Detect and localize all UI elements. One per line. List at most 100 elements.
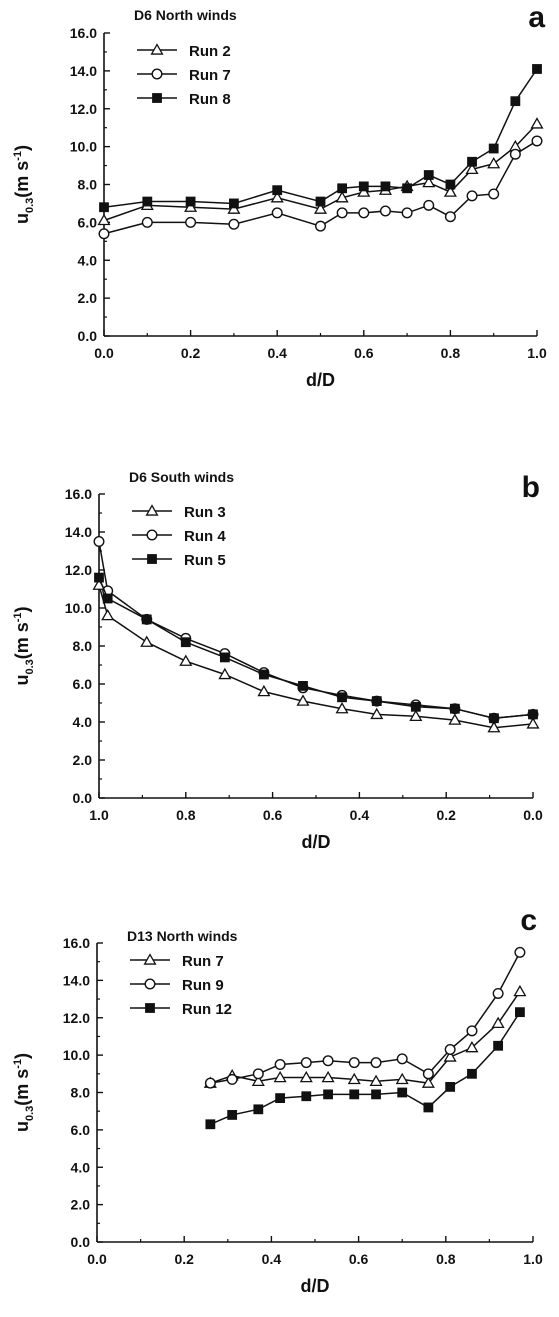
panel-b-legend-label: Run 5 — [184, 552, 226, 569]
panel-c-y-tick-label: 0.0 — [71, 1234, 91, 1250]
panel-a-data-point — [185, 196, 196, 207]
panel-a-x-tick-label: 0.0 — [94, 345, 114, 361]
panel-c-data-point — [349, 1089, 360, 1100]
panel-b-data-point — [296, 694, 310, 706]
panel-c-data-point — [321, 1070, 335, 1083]
panel-c-data-point — [204, 1077, 216, 1089]
panel-c-data-point — [370, 1057, 382, 1069]
panel-b-data-point — [179, 654, 193, 666]
panel-b-y-tick-label: 6.0 — [73, 676, 93, 692]
panel-b-y-tick-label: 8.0 — [73, 638, 93, 654]
panel-c-x-tick-label: 0.2 — [174, 1251, 194, 1267]
panel-b-data-point — [371, 696, 382, 707]
panel-b-data-point — [370, 707, 384, 720]
panel-a-data-point — [98, 228, 110, 240]
panel-c-data-point — [347, 1072, 361, 1085]
panel-c-data-point — [515, 1007, 525, 1018]
panel-a-data-point — [227, 202, 241, 214]
panel-b-x-tick-label: 0.6 — [263, 807, 283, 823]
panel-b-title: D6 South winds — [129, 469, 234, 485]
panel-b-y-axis-label: u0.3(m s-1) — [12, 606, 36, 685]
panel-b-y-tick-label: 10.0 — [65, 600, 92, 616]
panel-b-data-point — [449, 703, 460, 714]
panel-b-x-tick-label: 1.0 — [89, 807, 109, 823]
panel-b-x-tick-label: 0.0 — [523, 807, 543, 823]
panel-a-data-point — [358, 181, 369, 192]
panel-a-data-point — [270, 191, 284, 203]
panel-c-y-label-close: ) — [12, 1053, 32, 1059]
panel-b-y-tick-label: 12.0 — [65, 562, 92, 578]
panel-c-data-point — [492, 987, 504, 999]
panel-a-y-label-main: u — [12, 213, 32, 224]
panel-a-legend-label: Run 8 — [189, 91, 231, 108]
panel-a-y-tick-label: 10.0 — [70, 139, 97, 155]
panel-a-data-point — [531, 135, 543, 147]
panel-b-legend-marker — [147, 554, 157, 564]
panel-a-data-point — [380, 181, 391, 192]
panel-c-data-point — [273, 1070, 287, 1083]
panel-a-legend-label: Run 7 — [189, 67, 231, 84]
panel-a-x-tick-label: 0.2 — [181, 345, 201, 361]
panel-c-data-point — [205, 1119, 216, 1130]
panel-b-data-point — [337, 692, 347, 703]
panel-b-data-point — [526, 717, 540, 729]
panel-a-y-axis-label: u0.3(m s-1) — [12, 145, 36, 224]
panel-b-x-tick-label: 0.4 — [350, 807, 370, 823]
panel-b-data-point — [102, 593, 113, 604]
panel-b-legend-label: Run 4 — [184, 528, 226, 545]
panel-a-data-point — [509, 148, 521, 160]
panel-b-data-point — [219, 652, 230, 663]
panel-a-data-point — [379, 205, 391, 217]
panel-b-data-point — [140, 635, 154, 647]
panel-a-data-point — [510, 96, 521, 107]
panel-c-data-point — [421, 1076, 435, 1088]
panel-c-data-point — [300, 1057, 312, 1069]
panel-c-x-axis-label: d/D — [301, 1276, 330, 1296]
panel-c-series-2: Run 9 — [130, 946, 526, 1089]
panel-b-legend-label: Run 3 — [184, 504, 226, 521]
panel-a-y-tick-label: 6.0 — [78, 214, 98, 230]
panel-b-y-label-units: (m s — [12, 622, 32, 659]
panel-a-data-point — [99, 202, 109, 213]
panel-c-data-point — [371, 1089, 381, 1100]
panel-c-legend-marker — [144, 978, 156, 990]
panel-a-x-tick-label: 0.6 — [354, 345, 374, 361]
panel-c-data-point — [444, 1044, 456, 1056]
panel-a-data-point — [272, 185, 283, 196]
panel-b-data-point — [93, 536, 105, 548]
panel-b-y-label-exp: -1 — [12, 612, 24, 622]
panel-a-data-point — [530, 117, 544, 129]
panel-c-data-point — [274, 1058, 286, 1070]
panel-a-y-tick-label: 4.0 — [78, 252, 98, 268]
panel-c-data-point — [323, 1089, 333, 1100]
panel-b-data-point — [448, 713, 462, 725]
panel-a-y-tick-label: 14.0 — [70, 63, 97, 79]
panel-b-y-label-close: ) — [12, 606, 32, 612]
panel-a-data-point — [467, 156, 477, 167]
panel-a-x-tick-label: 1.0 — [527, 345, 547, 361]
panel-a-data-point — [184, 200, 198, 212]
panel-a-data-point — [141, 216, 153, 228]
panel-b-data-point — [180, 637, 191, 648]
panel-a-y-label-close: ) — [12, 145, 32, 151]
panel-a-data-point — [336, 207, 348, 219]
panel-b-data-point — [218, 667, 232, 680]
panel-a-data-point — [313, 202, 328, 214]
panel-c-y-tick-label: 8.0 — [71, 1085, 91, 1101]
panel-c-x-tick-label: 0.4 — [262, 1251, 282, 1267]
panel-c-legend-label: Run 9 — [182, 977, 224, 994]
panel-b-legend-marker — [146, 529, 158, 541]
panel-a-x-axis-label: d/D — [306, 370, 335, 390]
panel-b-data-point — [487, 720, 501, 733]
panel-b-data-point — [335, 701, 349, 714]
panel-a-data-point — [271, 207, 283, 219]
panel-c-data-point — [395, 1072, 409, 1085]
panel-c-data-point — [445, 1081, 456, 1092]
panel-c-data-point — [423, 1102, 434, 1113]
panel-a-letter: a — [528, 1, 545, 34]
panel-a-data-point — [402, 183, 413, 194]
panel-a-data-point — [142, 196, 153, 207]
panel-b-y-tick-label: 14.0 — [65, 524, 92, 540]
panel-c: 0.0 2.0 4.0 6.0 8.0 10.0 12.0 14.0 16.0 0.0 0.2 0.4… — [12, 904, 543, 1296]
panel-a-data-point — [444, 211, 456, 223]
